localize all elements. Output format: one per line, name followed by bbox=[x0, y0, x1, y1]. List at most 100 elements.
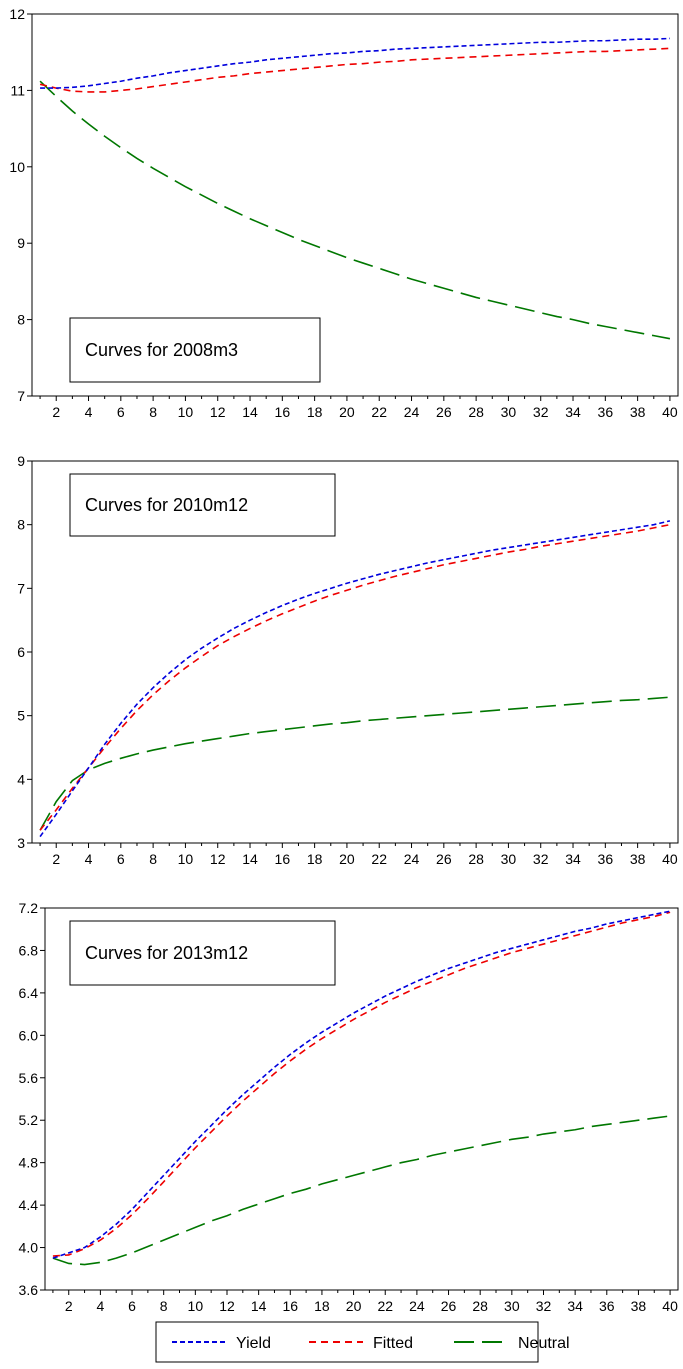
x-tick-label: 26 bbox=[436, 404, 452, 420]
x-tick-label: 30 bbox=[501, 851, 517, 867]
annotation-text: Curves for 2008m3 bbox=[85, 340, 238, 360]
y-tick-label: 4.4 bbox=[19, 1197, 39, 1213]
x-tick-label: 26 bbox=[441, 1298, 457, 1314]
x-tick-label: 6 bbox=[117, 404, 125, 420]
annotation-text: Curves for 2010m12 bbox=[85, 495, 248, 515]
x-tick-label: 34 bbox=[567, 1298, 583, 1314]
x-tick-label: 12 bbox=[219, 1298, 235, 1314]
x-tick-label: 36 bbox=[598, 851, 614, 867]
series-line-neutral bbox=[52, 1115, 671, 1266]
chart-panel-3: 3.64.04.44.85.25.66.06.46.87.22 4 6 8 10 12 14… bbox=[19, 900, 679, 1314]
x-tick-label: 2 bbox=[52, 851, 60, 867]
x-tick-label: 28 bbox=[468, 851, 484, 867]
y-tick-label: 8 bbox=[17, 312, 25, 328]
x-tick-label: 2 bbox=[52, 404, 60, 420]
y-tick-label: 5.6 bbox=[19, 1070, 39, 1086]
x-tick-label: 24 bbox=[404, 851, 420, 867]
y-tick-label: 7 bbox=[17, 388, 25, 404]
x-tick-label: 16 bbox=[275, 404, 291, 420]
x-tick-label: 2 bbox=[65, 1298, 73, 1314]
x-tick-label: 14 bbox=[251, 1298, 267, 1314]
x-tick-label: 28 bbox=[468, 404, 484, 420]
x-tick-label: 38 bbox=[630, 851, 646, 867]
y-tick-label: 11 bbox=[10, 82, 25, 98]
x-tick-label: 38 bbox=[630, 404, 646, 420]
x-tick-label: 12 bbox=[210, 404, 226, 420]
series-line-yield bbox=[39, 520, 671, 838]
x-tick-label: 40 bbox=[662, 1298, 678, 1314]
y-tick-label: 8 bbox=[17, 517, 25, 533]
x-tick-label: 24 bbox=[404, 404, 420, 420]
y-tick-label: 6 bbox=[17, 644, 25, 660]
x-tick-label: 14 bbox=[242, 851, 258, 867]
x-tick-label: 10 bbox=[178, 404, 194, 420]
x-tick-label: 8 bbox=[160, 1298, 168, 1314]
series-line-yield bbox=[40, 37, 670, 89]
x-tick-label: 32 bbox=[533, 851, 549, 867]
plot-frame bbox=[44, 907, 679, 1291]
annotation-box bbox=[69, 317, 321, 383]
x-tick-label: 4 bbox=[85, 851, 93, 867]
legend: Yield Fitted Neutral bbox=[155, 1321, 570, 1363]
annotation-text: Curves for 2013m12 bbox=[85, 943, 248, 963]
y-tick-label: 4.0 bbox=[19, 1240, 39, 1256]
x-tick-label: 30 bbox=[501, 404, 517, 420]
x-tick-label: 20 bbox=[339, 404, 355, 420]
y-tick-label: 9 bbox=[17, 453, 25, 469]
x-tick-label: 8 bbox=[149, 851, 157, 867]
series-line-neutral bbox=[39, 696, 670, 831]
legend-label-fitted: Fitted bbox=[373, 1335, 413, 1352]
x-tick-label: 14 bbox=[242, 404, 258, 420]
annotation-box bbox=[69, 920, 336, 986]
y-tick-label: 3 bbox=[17, 835, 25, 851]
plot-frame bbox=[31, 13, 679, 397]
x-tick-label: 18 bbox=[314, 1298, 330, 1314]
x-tick-label: 22 bbox=[371, 851, 387, 867]
x-tick-label: 6 bbox=[117, 851, 125, 867]
x-tick-label: 10 bbox=[178, 851, 194, 867]
x-tick-label: 4 bbox=[85, 404, 93, 420]
x-tick-label: 36 bbox=[599, 1298, 615, 1314]
annotation-box bbox=[69, 473, 336, 537]
x-tick-label: 20 bbox=[346, 1298, 362, 1314]
x-tick-label: 30 bbox=[504, 1298, 520, 1314]
y-tick-label: 4.8 bbox=[19, 1155, 39, 1171]
x-tick-label: 18 bbox=[307, 851, 323, 867]
x-tick-label: 20 bbox=[339, 851, 355, 867]
y-tick-label: 7.2 bbox=[19, 900, 39, 916]
series-line-fitted bbox=[39, 523, 671, 831]
x-tick-label: 22 bbox=[377, 1298, 393, 1314]
x-tick-label: 28 bbox=[472, 1298, 488, 1314]
y-tick-label: 3.6 bbox=[19, 1282, 39, 1298]
y-tick-label: 6.0 bbox=[19, 1027, 39, 1043]
x-tick-label: 18 bbox=[307, 404, 323, 420]
x-tick-label: 12 bbox=[210, 851, 226, 867]
y-tick-label: 4 bbox=[17, 771, 25, 787]
y-tick-label: 9 bbox=[17, 235, 25, 251]
x-tick-label: 32 bbox=[533, 404, 549, 420]
x-tick-label: 38 bbox=[631, 1298, 647, 1314]
y-tick-label: 6.8 bbox=[19, 942, 39, 958]
y-tick-label: 7 bbox=[17, 580, 25, 596]
y-tick-label: 12 bbox=[9, 6, 25, 22]
series-line-yield bbox=[52, 910, 671, 1259]
x-tick-label: 8 bbox=[149, 404, 157, 420]
x-tick-label: 40 bbox=[662, 851, 678, 867]
x-tick-label: 6 bbox=[128, 1298, 136, 1314]
x-tick-label: 32 bbox=[536, 1298, 552, 1314]
x-tick-label: 16 bbox=[282, 1298, 298, 1314]
x-tick-label: 10 bbox=[188, 1298, 204, 1314]
x-tick-label: 16 bbox=[275, 851, 291, 867]
series-line-fitted bbox=[39, 47, 670, 93]
x-tick-label: 22 bbox=[371, 404, 387, 420]
legend-label-yield: Yield bbox=[236, 1335, 271, 1352]
x-tick-label: 26 bbox=[436, 851, 452, 867]
x-tick-label: 34 bbox=[565, 851, 581, 867]
series-line-fitted bbox=[52, 911, 671, 1257]
x-tick-label: 36 bbox=[598, 404, 614, 420]
x-tick-label: 40 bbox=[662, 404, 678, 420]
